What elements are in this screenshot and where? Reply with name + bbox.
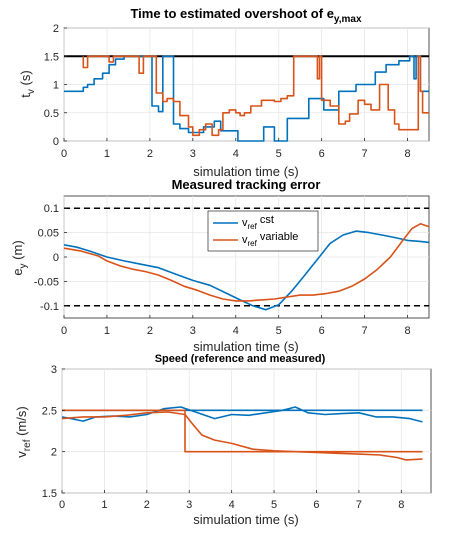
legend-box xyxy=(207,210,319,252)
chart3-xlabel: simulation time (s) xyxy=(193,512,298,527)
chart2-ylabel: ey (m) xyxy=(10,240,29,275)
y-tick-label: 1.5 xyxy=(42,488,57,500)
chart-overshoot-time: Time to estimated overshoot of ey,max 0 1… xyxy=(18,6,430,179)
chart3-ylabel: vref (m/s) xyxy=(14,406,33,457)
x-tick-label: 7 xyxy=(356,499,362,511)
chart1-xlabel: simulation time (s) xyxy=(193,164,298,179)
x-tick-label: 4 xyxy=(233,148,239,160)
x-tick-label: 2 xyxy=(147,148,153,160)
chart3-axes-box xyxy=(61,368,432,494)
chart-tracking-error: Measured tracking error 0 1 2 3 4 5 6 7 8 -0.1 -0.… xyxy=(10,177,430,354)
chart2-title: Measured tracking error xyxy=(172,177,321,192)
x-tick-label: 8 xyxy=(398,499,404,511)
x-tick-label: 6 xyxy=(313,499,319,511)
chart1-ylabel: tv (s) xyxy=(18,70,37,97)
x-tick-label: 8 xyxy=(404,325,410,337)
y-tick-label: 0 xyxy=(53,136,59,148)
x-tick-label: 5 xyxy=(271,499,277,511)
x-tick-label: 6 xyxy=(319,148,325,160)
x-tick-label: 5 xyxy=(276,325,282,337)
x-tick-label: 7 xyxy=(362,148,368,160)
series-line-0 xyxy=(63,230,430,311)
series-line-3 xyxy=(61,411,423,461)
y-tick-label: 0.05 xyxy=(38,228,59,240)
x-tick-label: 0 xyxy=(61,325,67,337)
series-line-1 xyxy=(82,55,429,137)
x-tick-label: 4 xyxy=(233,325,239,337)
x-tick-label: 0 xyxy=(61,148,67,160)
x-tick-label: 3 xyxy=(190,148,196,160)
y-tick-label: 1 xyxy=(53,80,59,92)
x-tick-label: 8 xyxy=(404,148,410,160)
x-tick-label: 5 xyxy=(276,148,282,160)
x-tick-label: 6 xyxy=(319,325,325,337)
x-tick-label: 2 xyxy=(144,499,150,511)
series-line-0 xyxy=(64,55,429,142)
x-tick-label: 4 xyxy=(229,499,235,511)
x-tick-label: 3 xyxy=(186,499,192,511)
x-tick-label: 1 xyxy=(104,325,110,337)
series-line-1 xyxy=(63,223,430,302)
y-tick-label: 3 xyxy=(51,364,57,376)
y-tick-label: -0.1 xyxy=(40,301,59,313)
x-tick-label: 2 xyxy=(147,325,153,337)
x-tick-label: 7 xyxy=(362,325,368,337)
legend-label-variable: vref variable xyxy=(242,231,298,248)
y-tick-label: -0.05 xyxy=(34,276,59,288)
y-tick-label: 2 xyxy=(51,447,57,459)
chart3-title: Speed (reference and measured) xyxy=(155,353,326,365)
x-tick-label: 3 xyxy=(190,325,196,337)
x-tick-label: 1 xyxy=(101,499,107,511)
chart-speed: Speed (reference and measured) 0 1 2 3 4 5 6 7 8… xyxy=(14,353,432,527)
y-tick-label: 0 xyxy=(53,252,59,264)
y-tick-label: 0.1 xyxy=(44,203,59,215)
y-tick-label: 2 xyxy=(53,23,59,35)
y-tick-label: 1.5 xyxy=(44,51,59,63)
y-tick-label: 2.5 xyxy=(42,405,57,417)
chart2-xlabel: simulation time (s) xyxy=(193,339,298,354)
y-tick-label: 0.5 xyxy=(44,108,59,120)
legend-label-cst: vref cst xyxy=(242,214,274,231)
chart1-title: Time to estimated overshoot of ey,max xyxy=(130,6,362,25)
x-tick-label: 1 xyxy=(104,148,110,160)
x-tick-label: 0 xyxy=(59,499,65,511)
chart2-legend: vref cst vref variable xyxy=(207,210,319,252)
